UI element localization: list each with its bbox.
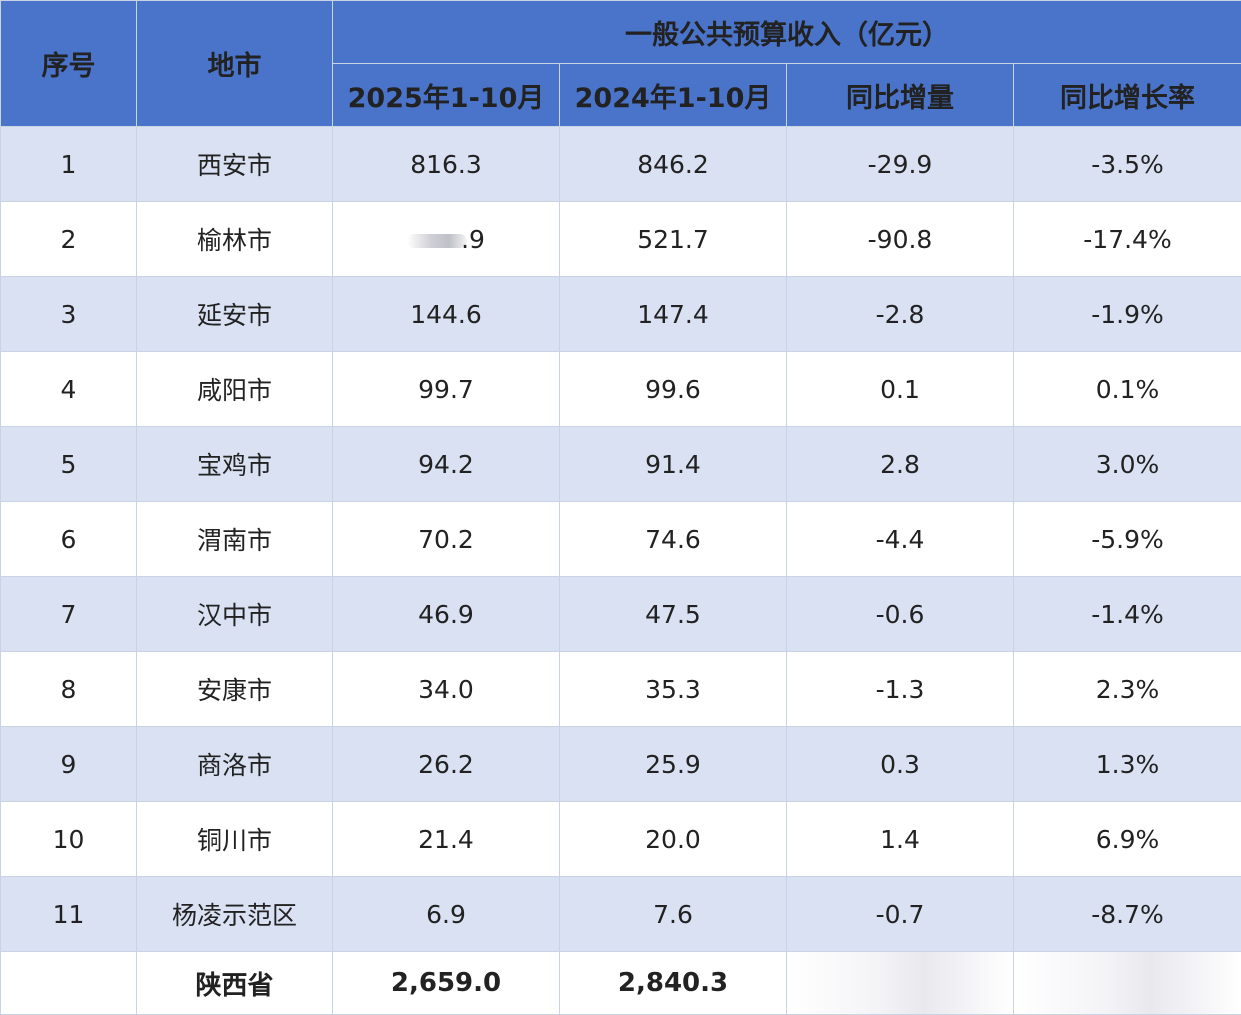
cell-city: 西安市 [136, 126, 333, 202]
cell-growth-rate: 3.0% [1013, 426, 1241, 502]
cell-seq: 4 [0, 351, 137, 427]
total-2025: 2,659.0 [332, 951, 560, 1015]
cell-increase: -0.7 [786, 876, 1014, 952]
total-seq [0, 951, 137, 1015]
cell-growth-rate: -5.9% [1013, 501, 1241, 577]
redaction-blur [407, 233, 468, 248]
cell-2025: 46.9 [332, 576, 560, 652]
cell-increase: -1.3 [786, 651, 1014, 727]
cell-seq: 9 [0, 726, 137, 802]
cell-2025: 70.2 [332, 501, 560, 577]
cell-2024: 91.4 [559, 426, 787, 502]
total-city: 陕西省 [136, 951, 333, 1015]
table-row: 8 安康市 34.0 35.3 -1.3 2.3% [0, 651, 1241, 727]
table-row: 5 宝鸡市 94.2 91.4 2.8 3.0% [0, 426, 1241, 502]
cell-2024: 20.0 [559, 801, 787, 877]
cell-growth-rate: 0.1% [1013, 351, 1241, 427]
cell-seq: 5 [0, 426, 137, 502]
cell-growth-rate: 2.3% [1013, 651, 1241, 727]
cell-seq: 3 [0, 276, 137, 352]
cell-increase: -4.4 [786, 501, 1014, 577]
table-row: 11 杨凌示范区 6.9 7.6 -0.7 -8.7% [0, 876, 1241, 952]
total-increase [786, 951, 1014, 1015]
cell-growth-rate: -1.4% [1013, 576, 1241, 652]
cell-seq: 10 [0, 801, 137, 877]
cell-2025: 26.2 [332, 726, 560, 802]
cell-growth-rate: 1.3% [1013, 726, 1241, 802]
cell-seq: 8 [0, 651, 137, 727]
cell-2024: 147.4 [559, 276, 787, 352]
table-row: 10 铜川市 21.4 20.0 1.4 6.9% [0, 801, 1241, 877]
cell-increase: 1.4 [786, 801, 1014, 877]
table-row: 3 延安市 144.6 147.4 -2.8 -1.9% [0, 276, 1241, 352]
cell-city: 安康市 [136, 651, 333, 727]
cell-2025-value: .9 [461, 224, 485, 254]
cell-2024: 25.9 [559, 726, 787, 802]
cell-city: 榆林市 [136, 201, 333, 277]
cell-increase: 2.8 [786, 426, 1014, 502]
cell-2025: 144.6 [332, 276, 560, 352]
cell-2024: 846.2 [559, 126, 787, 202]
cell-growth-rate: -17.4% [1013, 201, 1241, 277]
cell-2025: 99.7 [332, 351, 560, 427]
table-row: 4 咸阳市 99.7 99.6 0.1 0.1% [0, 351, 1241, 427]
cell-2025: .9 [332, 201, 560, 277]
header-growth-rate: 同比增长率 [1013, 63, 1241, 127]
cell-2025: 21.4 [332, 801, 560, 877]
table-row: 7 汉中市 46.9 47.5 -0.6 -1.4% [0, 576, 1241, 652]
cell-increase: -0.6 [786, 576, 1014, 652]
table-row: 9 商洛市 26.2 25.9 0.3 1.3% [0, 726, 1241, 802]
cell-2024: 35.3 [559, 651, 787, 727]
total-row: 陕西省 2,659.0 2,840.3 [0, 951, 1241, 1015]
cell-seq: 2 [0, 201, 137, 277]
cell-growth-rate: -3.5% [1013, 126, 1241, 202]
cell-increase: -90.8 [786, 201, 1014, 277]
cell-growth-rate: 6.9% [1013, 801, 1241, 877]
cell-increase: -2.8 [786, 276, 1014, 352]
cell-city: 咸阳市 [136, 351, 333, 427]
total-2024: 2,840.3 [559, 951, 787, 1015]
cell-2025: 94.2 [332, 426, 560, 502]
cell-city: 延安市 [136, 276, 333, 352]
cell-city: 渭南市 [136, 501, 333, 577]
cell-city: 铜川市 [136, 801, 333, 877]
cell-2025: 34.0 [332, 651, 560, 727]
cell-2024: 99.6 [559, 351, 787, 427]
cell-city: 汉中市 [136, 576, 333, 652]
cell-2024: 47.5 [559, 576, 787, 652]
table-row: 1 西安市 816.3 846.2 -29.9 -3.5% [0, 126, 1241, 202]
header-group-revenue: 一般公共预算收入（亿元） [332, 0, 1241, 64]
cell-2024: 7.6 [559, 876, 787, 952]
cell-seq: 11 [0, 876, 137, 952]
header-2025: 2025年1-10月 [332, 63, 560, 127]
header-city: 地市 [136, 0, 333, 127]
header-increase: 同比增量 [786, 63, 1014, 127]
cell-seq: 1 [0, 126, 137, 202]
cell-increase: -29.9 [786, 126, 1014, 202]
header-seq: 序号 [0, 0, 137, 127]
cell-city: 杨凌示范区 [136, 876, 333, 952]
cell-increase: 0.3 [786, 726, 1014, 802]
cell-2024: 74.6 [559, 501, 787, 577]
cell-2025: 816.3 [332, 126, 560, 202]
cell-growth-rate: -8.7% [1013, 876, 1241, 952]
cell-seq: 7 [0, 576, 137, 652]
table-row: 6 渭南市 70.2 74.6 -4.4 -5.9% [0, 501, 1241, 577]
table-row: 2 榆林市 .9 521.7 -90.8 -17.4% [0, 201, 1241, 277]
total-growth-rate [1013, 951, 1241, 1015]
cell-growth-rate: -1.9% [1013, 276, 1241, 352]
cell-2024: 521.7 [559, 201, 787, 277]
cell-city: 商洛市 [136, 726, 333, 802]
cell-increase: 0.1 [786, 351, 1014, 427]
cell-city: 宝鸡市 [136, 426, 333, 502]
cell-2025: 6.9 [332, 876, 560, 952]
header-2024: 2024年1-10月 [559, 63, 787, 127]
cell-seq: 6 [0, 501, 137, 577]
